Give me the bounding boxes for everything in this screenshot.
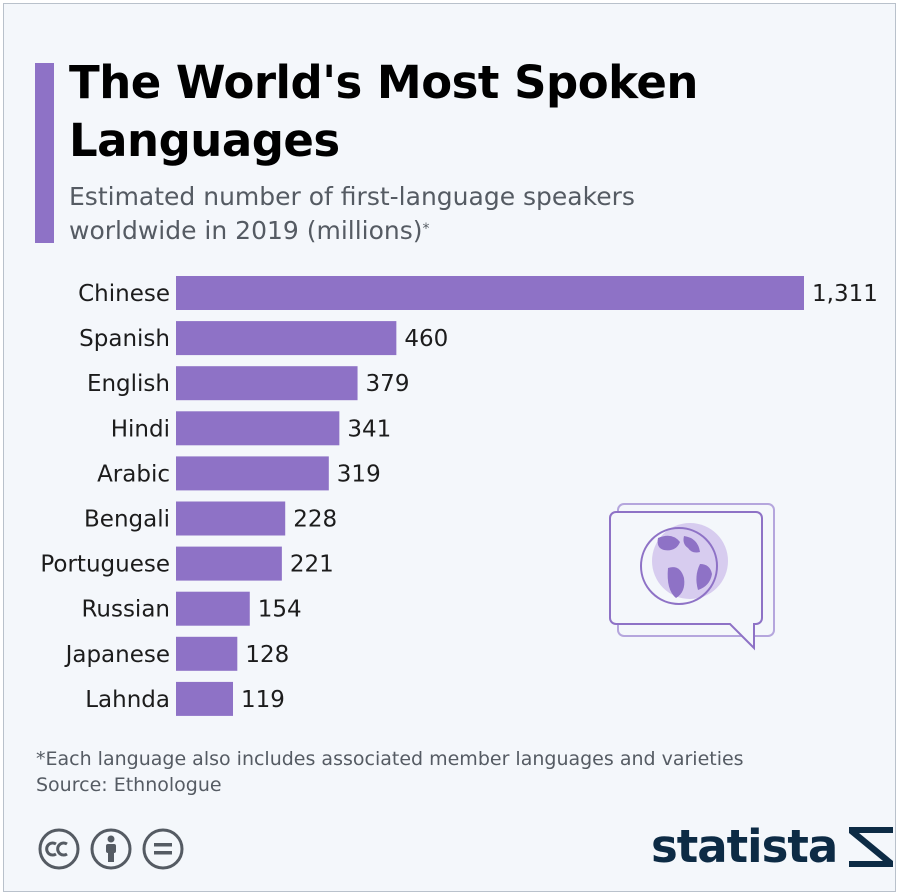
bar[interactable] — [176, 411, 340, 446]
subtitle-line-2: worldwide in 2019 (millions)* — [69, 214, 869, 248]
subtitle-line-1: Estimated number of first-language speak… — [69, 182, 635, 211]
license-icons — [36, 826, 186, 872]
category-label: English — [87, 371, 170, 397]
category-label: Bengali — [84, 507, 170, 533]
bar[interactable] — [176, 546, 282, 581]
chart-title: The World's Most Spoken Languages — [69, 56, 698, 167]
value-label: 379 — [366, 371, 410, 397]
subtitle-asterisk: * — [422, 221, 430, 237]
category-label: Spanish — [79, 326, 170, 352]
bar[interactable] — [176, 636, 238, 671]
bar[interactable] — [176, 321, 397, 356]
value-label: 341 — [347, 416, 391, 442]
category-label: Portuguese — [40, 552, 170, 578]
footnote-block: *Each language also includes associated … — [36, 746, 744, 798]
bar[interactable] — [176, 276, 804, 310]
infographic-card: The World's Most Spoken Languages Estima… — [3, 3, 896, 892]
value-label: 1,311 — [812, 281, 878, 307]
bar[interactable] — [176, 501, 286, 536]
title-accent-bar — [35, 63, 54, 243]
bar[interactable] — [176, 456, 329, 491]
value-label: 228 — [293, 507, 337, 533]
value-label: 221 — [290, 552, 334, 578]
statista-brand[interactable]: statista — [651, 819, 894, 875]
cc-icon[interactable] — [36, 826, 82, 872]
nd-icon[interactable] — [140, 826, 186, 872]
bar[interactable] — [176, 366, 358, 401]
value-label: 119 — [241, 687, 285, 713]
by-icon[interactable] — [88, 826, 134, 872]
category-label: Hindi — [111, 416, 170, 442]
brand-name: statista — [651, 820, 838, 873]
value-label: 154 — [258, 597, 302, 623]
statista-logo-icon — [849, 827, 894, 867]
value-label: 128 — [245, 642, 289, 668]
category-label: Russian — [81, 597, 170, 623]
bar-chart: Chinese 1,311 Spanish 460 English 379 Hindi 341… — [40, 276, 878, 716]
value-label: 460 — [404, 326, 448, 352]
value-label: 319 — [337, 461, 381, 487]
bar[interactable] — [176, 591, 250, 626]
category-label: Arabic — [97, 461, 170, 487]
speech-bubble-globe-icon — [609, 503, 775, 651]
source-text: Source: Ethnologue — [36, 774, 222, 796]
category-label: Chinese — [78, 281, 170, 307]
chart-subtitle: Estimated number of first-language speak… — [69, 180, 869, 248]
subtitle-line-2-text: worldwide in 2019 (millions) — [69, 216, 423, 245]
category-label: Japanese — [64, 642, 170, 668]
category-label: Lahnda — [85, 687, 170, 713]
bar[interactable] — [176, 681, 234, 716]
footnote-text: *Each language also includes associated … — [36, 748, 744, 770]
